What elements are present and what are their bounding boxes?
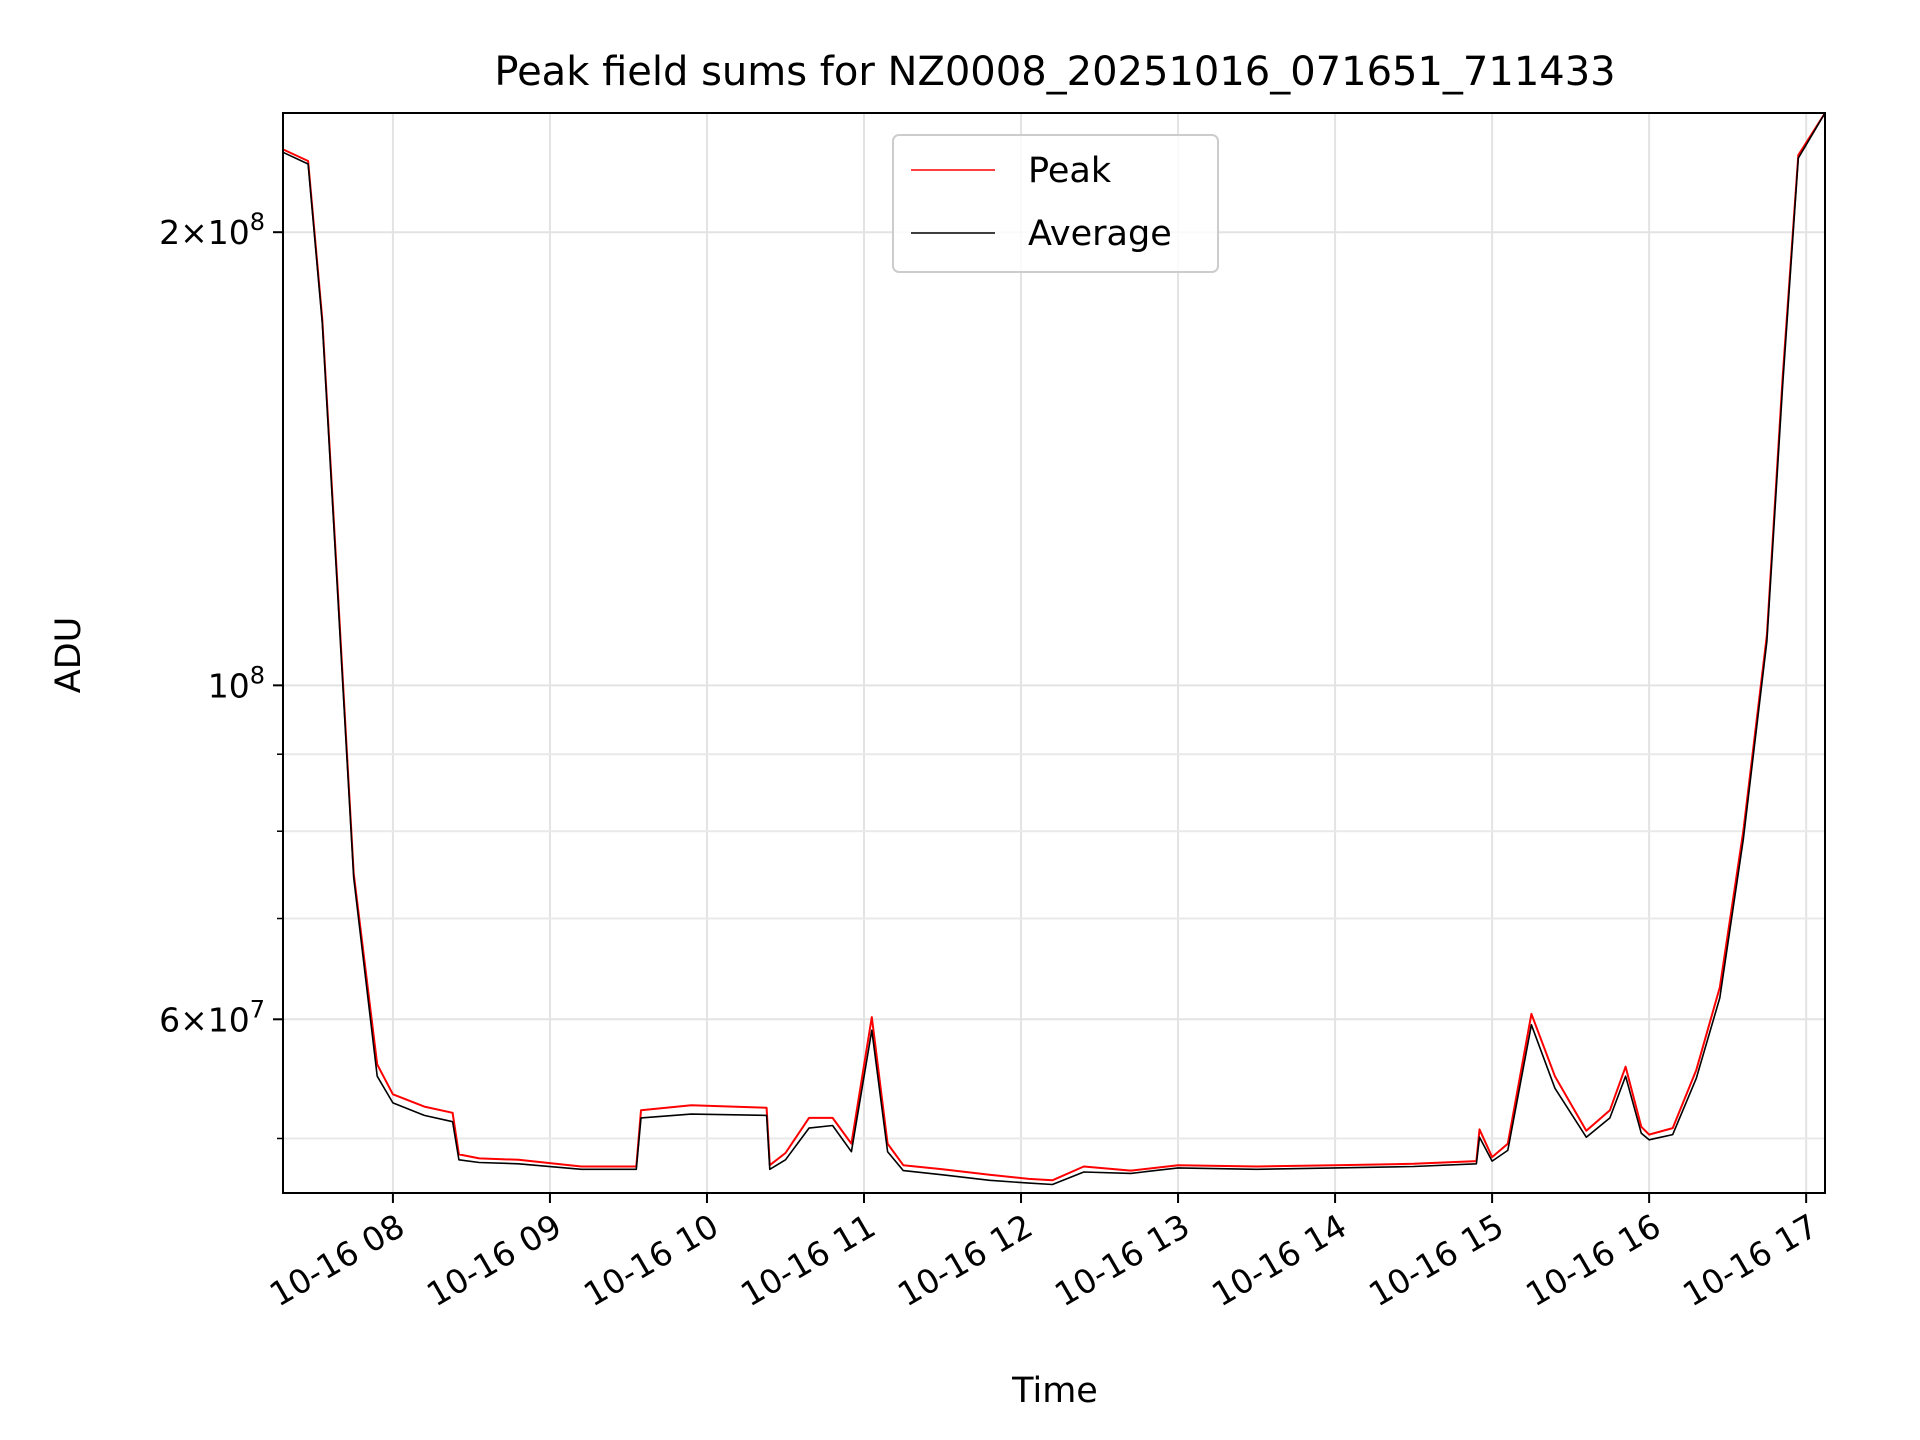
y-axis: 6×107 108 2×108 — [159, 208, 283, 1140]
legend: Peak Average — [892, 134, 1219, 273]
series-layer — [282, 112, 1826, 1186]
x-tick-label: 10-16 12 — [891, 1206, 1039, 1314]
chart-title: Peak field sums for NZ0008_20251016_0716… — [494, 49, 1615, 95]
legend-label-average: Average — [1028, 214, 1172, 254]
x-axis-label: Time — [1011, 1371, 1098, 1411]
x-tick-label: 10-16 10 — [577, 1206, 725, 1314]
x-tick-label: 10-16 11 — [734, 1206, 882, 1314]
series-peak-line — [282, 112, 1826, 1182]
x-tick-label: 10-16 17 — [1676, 1206, 1824, 1314]
x-tick-label: 10-16 09 — [420, 1206, 568, 1314]
y-tick-label: 108 — [208, 661, 265, 705]
x-tick-label: 10-16 13 — [1048, 1206, 1196, 1314]
plot-frame — [282, 112, 1826, 1194]
x-tick-label: 10-16 08 — [263, 1206, 411, 1314]
series-average-line — [282, 112, 1826, 1186]
y-tick-label: 6×107 — [159, 995, 265, 1039]
x-tick-label: 10-16 14 — [1205, 1206, 1353, 1314]
x-axis: 10-16 08 10-16 09 10-16 10 10-16 11 10-16 12… — [263, 1193, 1824, 1314]
y-axis-label: ADU — [49, 617, 89, 694]
x-tick-label: 10-16 16 — [1519, 1206, 1667, 1314]
x-tick-label: 10-16 15 — [1362, 1206, 1510, 1314]
y-tick-label: 2×108 — [159, 208, 265, 252]
grid — [283, 113, 1825, 1193]
legend-label-peak: Peak — [1028, 151, 1112, 191]
